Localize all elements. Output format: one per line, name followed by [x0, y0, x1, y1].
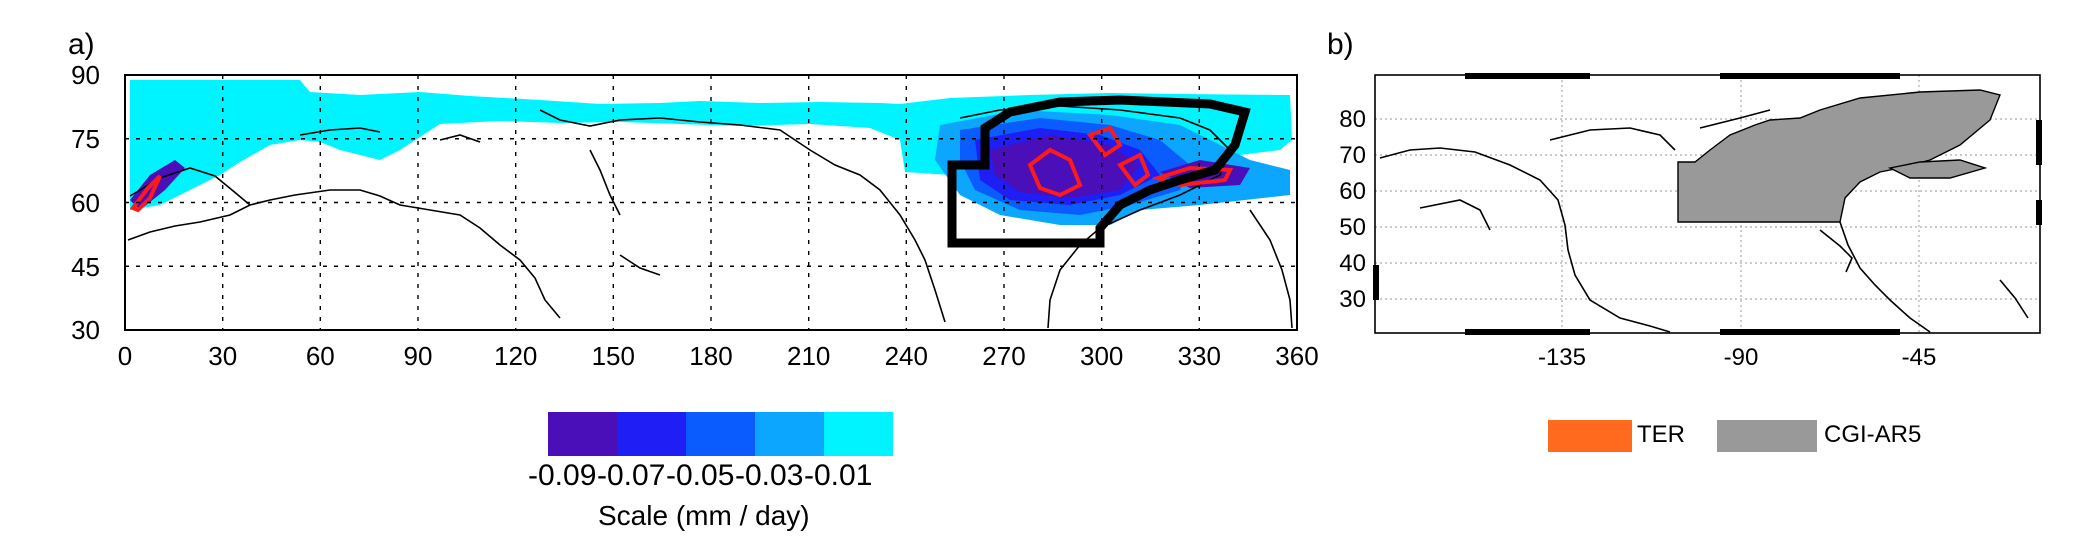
x-axis-ticks: 0 30 60 90 120 150 180 210 240 270 300 3…: [118, 341, 1319, 371]
x-tick-label: 0: [118, 341, 132, 371]
coastlines: [1379, 109, 2029, 333]
colorbar-label: -0.05: [666, 459, 735, 492]
x-tick-label: 300: [1080, 341, 1123, 371]
x-tick-label: -135: [1538, 344, 1586, 371]
x-tick-label: 330: [1178, 341, 1221, 371]
grid: [1375, 75, 2040, 333]
colorbar-swatch: [755, 412, 824, 456]
x-tick-label: 30: [208, 341, 237, 371]
colorbar-swatch: [686, 412, 755, 456]
colorbar-label: -0.03: [735, 459, 804, 492]
y-tick-label: 40: [1339, 250, 1366, 277]
colorbar-label: -0.09: [528, 459, 597, 492]
colorbar-label: -0.01: [804, 459, 873, 492]
grid: [125, 75, 1297, 330]
x-tick-label: 270: [982, 341, 1025, 371]
legend-label-ter: TER: [1637, 421, 1685, 448]
legend-label-cgi-ar5: CGI-AR5: [1824, 421, 1922, 448]
cgi-ar5-region-east: [1887, 159, 1988, 179]
panel-a-label: a): [68, 28, 95, 61]
significance-contours: [129, 125, 1234, 213]
y-tick-label: 75: [71, 124, 100, 154]
colorbar-swatch: [824, 412, 893, 456]
colorbar-title: Scale (mm / day): [598, 500, 810, 531]
x-tick-label: 180: [689, 341, 732, 371]
x-tick-label: 90: [404, 341, 433, 371]
legend-swatch-ter: [1548, 420, 1632, 452]
map-border-ticks: [1373, 73, 2042, 335]
x-tick-label: 360: [1275, 341, 1318, 371]
y-tick-label: 60: [71, 188, 100, 218]
y-tick-label: 60: [1339, 178, 1366, 205]
y-tick-label: 30: [1339, 286, 1366, 313]
legend-swatch-cgi-ar5: [1717, 420, 1817, 452]
y-tick-label: 45: [71, 252, 100, 282]
cgi-ar5-region: [1677, 89, 2001, 223]
x-tick-label: -90: [1724, 344, 1759, 371]
x-tick-label: 150: [592, 341, 635, 371]
y-tick-label: 50: [1339, 214, 1366, 241]
x-tick-label: 210: [787, 341, 830, 371]
y-tick-label: 80: [1339, 106, 1366, 133]
y-tick-label: 30: [71, 315, 100, 345]
y-tick-label: 70: [1339, 142, 1366, 169]
y-axis-ticks: 90 75 60 45 30: [71, 60, 100, 345]
x-tick-label: 240: [885, 341, 928, 371]
x-tick-label: 120: [494, 341, 537, 371]
panel-a-map: 90 75 60 45 30 0 30 60 90 120 150 180 21…: [71, 60, 1319, 371]
y-axis-ticks: 80 70 60 50 40 30: [1339, 106, 1366, 313]
panel-b-label: b): [1327, 28, 1354, 61]
colorbar-swatch: [548, 412, 617, 456]
panel-b-map: 80 70 60 50 40 30 -135 -90 -45: [1339, 73, 2042, 371]
x-tick-label: -45: [1902, 344, 1937, 371]
region-outline: [947, 95, 1251, 248]
colorbar-swatch: [617, 412, 686, 456]
y-tick-label: 90: [71, 60, 100, 90]
x-tick-label: 60: [306, 341, 335, 371]
colorbar-label: -0.07: [597, 459, 666, 492]
x-axis-ticks: -135 -90 -45: [1538, 344, 1936, 371]
coastlines: [127, 105, 1293, 329]
